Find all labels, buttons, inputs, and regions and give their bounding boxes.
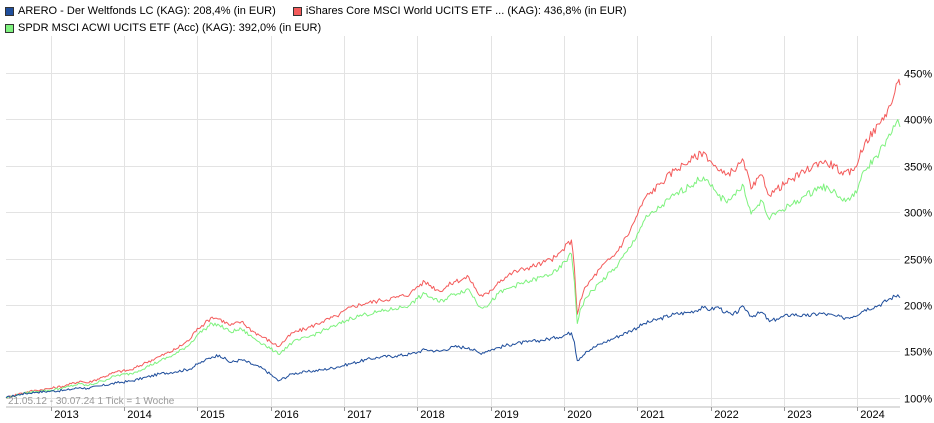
y-tick-label: 100%	[904, 394, 932, 406]
x-tick-label: 2018	[420, 409, 444, 421]
series-line-arero	[5, 294, 901, 399]
legend-item-spdr[interactable]: SPDR MSCI ACWI UCITS ETF (Acc) (KAG): 39…	[5, 21, 321, 36]
x-tick-label: 2022	[714, 409, 738, 421]
y-tick-label: 250%	[904, 255, 932, 267]
y-tick-label: 300%	[904, 208, 932, 220]
legend-label-spdr: SPDR MSCI ACWI UCITS ETF (Acc) (KAG): 39…	[18, 22, 322, 34]
x-tick-label: 2021	[640, 409, 664, 421]
x-axis: 2013 2014 2015 2016 2017 2018 2019 2020 2021 2022…	[51, 407, 885, 421]
x-tick-label: 2015	[200, 409, 224, 421]
grid	[6, 36, 900, 408]
legend-label-arero: ARERO - Der Weltfonds LC (KAG): 208,4% (…	[18, 5, 276, 17]
legend-item-ishares[interactable]: iShares Core MSCI World UCITS ETF ... (K…	[292, 4, 627, 19]
series-line-ishares	[5, 78, 901, 399]
x-tick-label: 2019	[494, 409, 518, 421]
legend-swatch-spdr	[5, 24, 14, 33]
chart-footnote: 21.05.12 - 30.07.24 1 Tick = 1 Woche	[8, 396, 175, 407]
series-line-spdr	[6, 119, 901, 399]
y-tick-label: 200%	[904, 301, 932, 313]
legend-swatch-arero	[5, 7, 14, 16]
x-tick-label: 2020	[567, 409, 591, 421]
x-tick-label: 2014	[127, 409, 151, 421]
legend-label-ishares: iShares Core MSCI World UCITS ETF ... (K…	[305, 5, 627, 17]
chart-legend: ARERO - Der Weltfonds LC (KAG): 208,4% (…	[5, 4, 641, 38]
x-tick-label: 2023	[787, 409, 811, 421]
x-tick-label: 2017	[347, 409, 371, 421]
x-tick-label: 2016	[274, 409, 298, 421]
y-axis: 100% 150% 200% 250% 300% 350% 400% 450%	[904, 69, 932, 406]
legend-item-arero[interactable]: ARERO - Der Weltfonds LC (KAG): 208,4% (…	[5, 4, 276, 19]
x-tick-label: 2013	[54, 409, 78, 421]
y-tick-label: 450%	[904, 69, 932, 81]
legend-swatch-ishares	[292, 7, 302, 16]
y-tick-label: 400%	[904, 115, 932, 127]
y-tick-label: 350%	[904, 162, 932, 174]
y-tick-label: 150%	[904, 347, 932, 359]
x-tick-label: 2024	[860, 409, 884, 421]
series-lines	[5, 78, 901, 399]
